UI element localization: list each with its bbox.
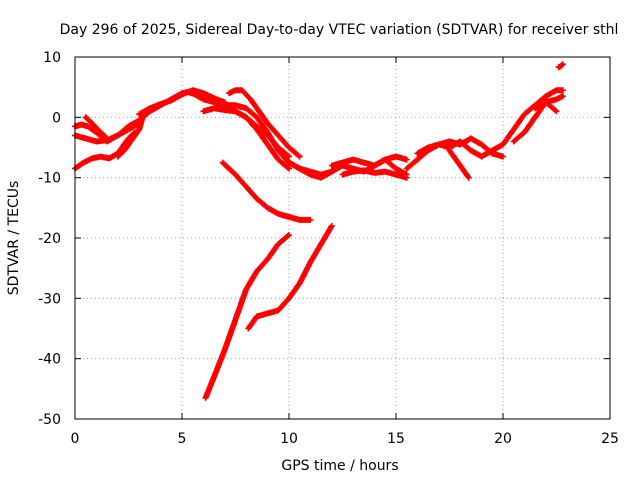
data-points (72, 61, 566, 401)
x-tick-label: 0 (71, 431, 80, 447)
series-markers-arc-t (202, 232, 292, 401)
series-markers-arc-e (114, 111, 147, 160)
y-tick-label: -30 (38, 291, 61, 307)
series-markers-arc-o (446, 147, 472, 181)
plot-frame (74, 56, 611, 420)
series-markers-arc-i (221, 105, 292, 160)
series-arc-m (403, 87, 566, 172)
series-arc-d (82, 114, 111, 142)
y-tick-label: 10 (43, 50, 61, 66)
series-markers-arc-l (339, 167, 410, 181)
y-tick-label: -50 (38, 412, 61, 428)
series-arc-i (221, 105, 292, 160)
series-markers-arc-k (328, 153, 410, 169)
x-tick-label: 25 (601, 431, 619, 447)
series-markers-arc-q (532, 99, 560, 115)
series-markers-arc-u (245, 222, 335, 332)
series-markers-arc-g (226, 87, 303, 160)
y-tick-label: 0 (52, 110, 61, 126)
y-tick-label: -10 (38, 171, 61, 187)
x-tick-label: 20 (494, 431, 512, 447)
series-arc-n (414, 135, 506, 160)
series-arc-l (339, 167, 410, 181)
series-markers-arc-r (555, 61, 566, 71)
series-markers-arc-f (136, 87, 228, 118)
series-arc-r (555, 61, 566, 71)
series-arc-e (114, 111, 147, 160)
y-tick-label: -40 (38, 352, 61, 368)
series-markers-arc-n (414, 135, 506, 160)
x-tick-label: 15 (387, 431, 405, 447)
series-arc-u (245, 222, 335, 332)
series-arc-t (202, 232, 292, 401)
y-tick-label: -20 (38, 231, 61, 247)
series-arc-q (532, 99, 560, 115)
x-axis-label: GPS time / hours (281, 458, 398, 474)
series-arc-s (219, 159, 314, 223)
series-arc-k (328, 153, 410, 169)
series-markers-arc-d (82, 114, 111, 142)
tick-labels: 0 5 10 15 20 25 -50 -40 -30 -20 -10 0 10 (38, 50, 619, 447)
series-markers-arc-s (219, 159, 314, 223)
series-markers-arc-m (403, 87, 566, 172)
series-arc-o (446, 147, 472, 181)
chart-title: Day 296 of 2025, Sidereal Day-to-day VTE… (60, 22, 619, 38)
x-tick-label: 10 (280, 431, 298, 447)
series-arc-f (136, 87, 228, 118)
y-axis-label: SDTVAR / TECUs (6, 181, 22, 296)
series-arc-g (226, 87, 303, 160)
x-tick-label: 5 (178, 431, 187, 447)
